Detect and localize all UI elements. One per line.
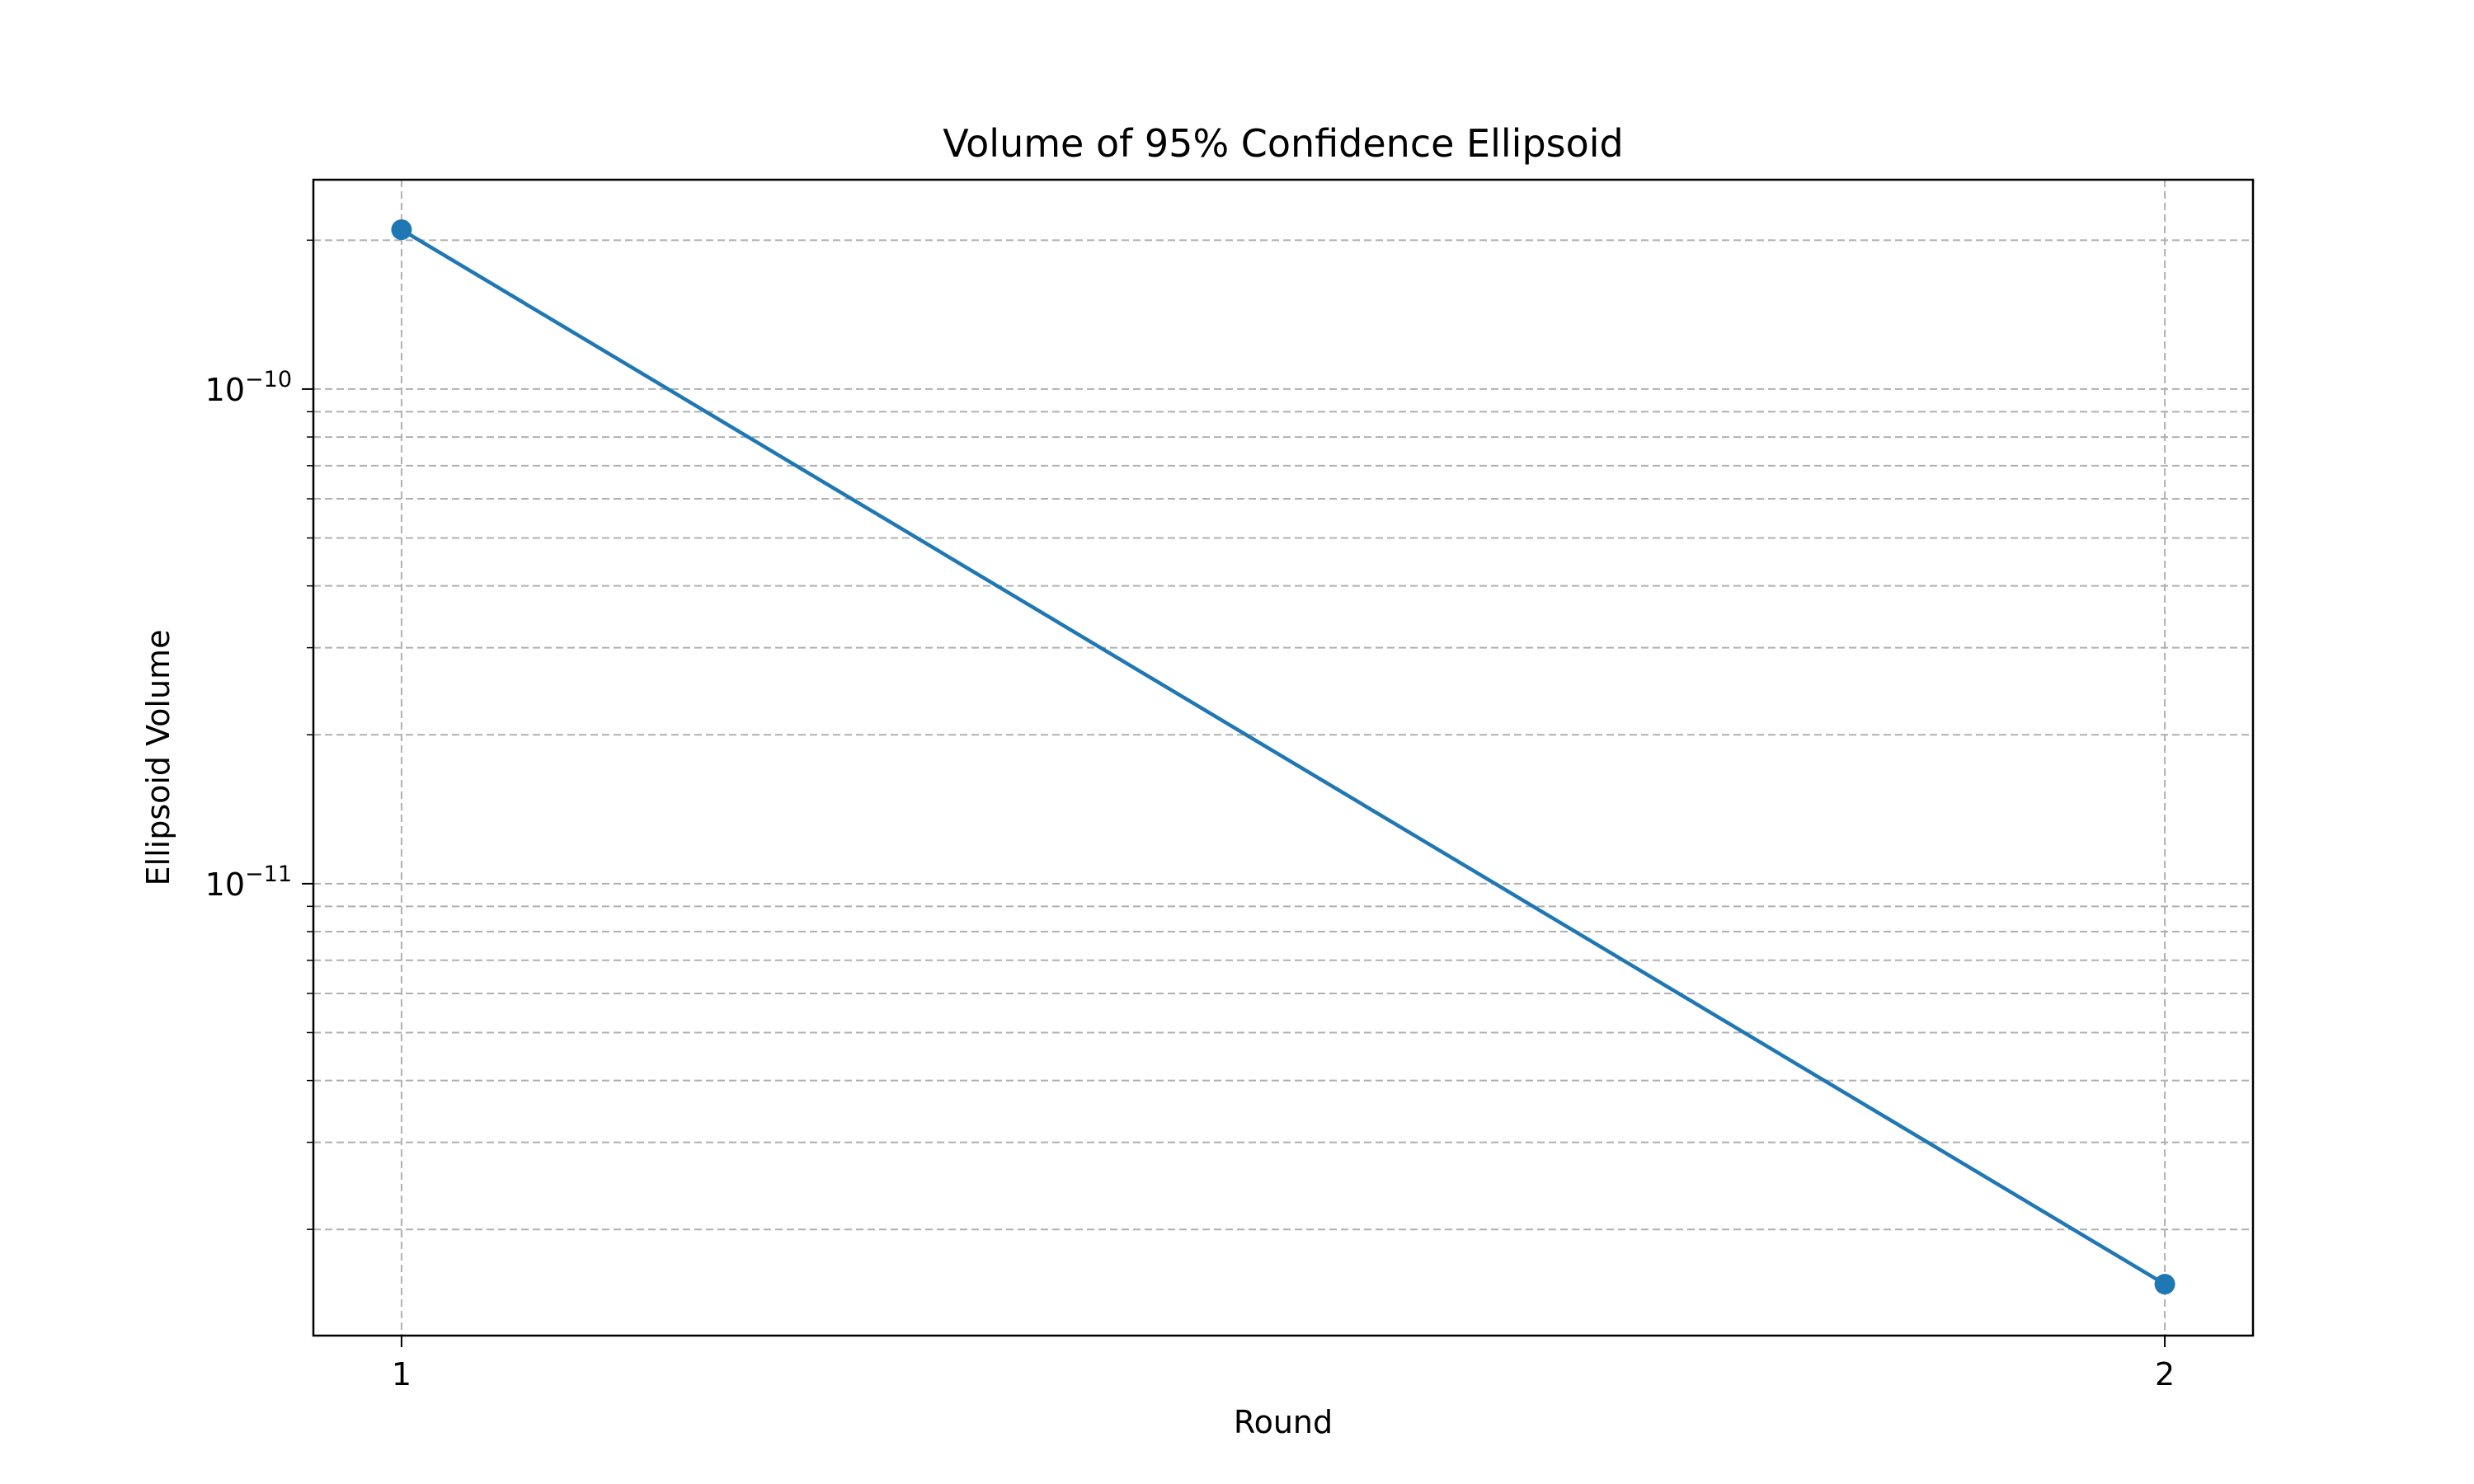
y-tick-label-exponent: −10 — [245, 367, 292, 392]
y-tick-label: 10−10 — [205, 367, 292, 408]
data-point — [391, 219, 412, 241]
series-layer — [391, 219, 2175, 1295]
x-tick-label: 1 — [392, 1356, 412, 1392]
y-tick-label-exponent: −11 — [245, 862, 292, 887]
x-tick-label: 2 — [2155, 1356, 2175, 1392]
y-tick-label-base: 10 — [205, 866, 245, 903]
data-point — [2154, 1274, 2175, 1295]
x-axis-label: Round — [1234, 1404, 1333, 1440]
chart-title: Volume of 95% Confidence Ellipsoid — [943, 121, 1623, 166]
grid-lines — [313, 180, 2253, 1336]
series-line — [400, 228, 2166, 1286]
y-tick-label-base: 10 — [205, 372, 245, 408]
y-tick-label: 10−11 — [205, 862, 292, 903]
y-axis-label: Ellipsoid Volume — [140, 630, 176, 886]
plot-area-frame — [312, 178, 2255, 1337]
